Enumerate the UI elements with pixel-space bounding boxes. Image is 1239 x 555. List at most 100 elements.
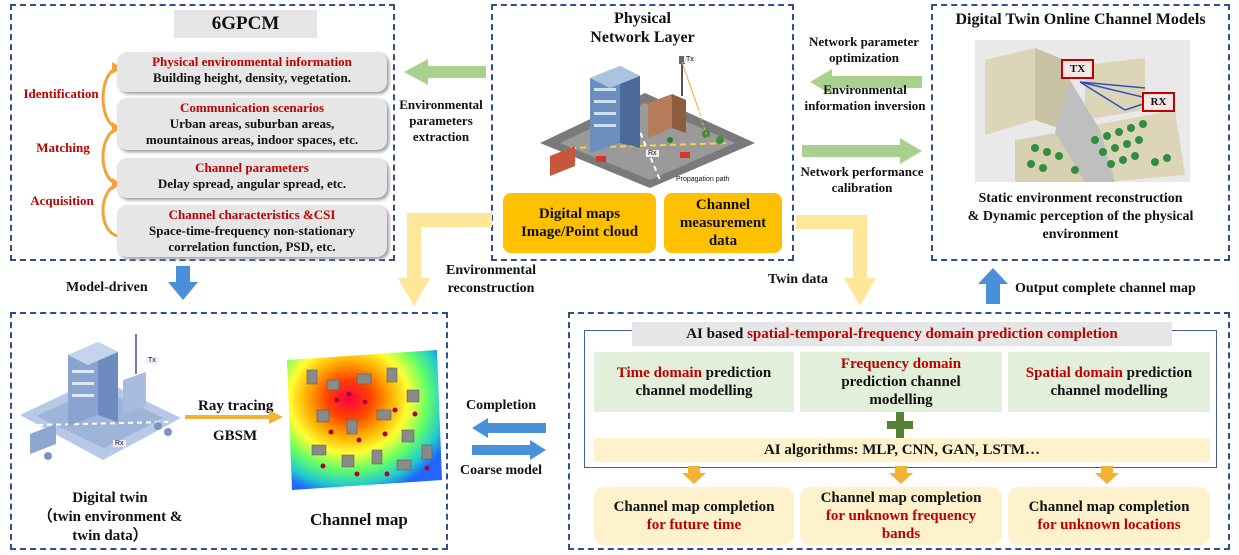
arrow-model-driven [168, 266, 198, 300]
ai-header-prefix: AI based [686, 326, 748, 342]
output-line-red: for future time [646, 517, 742, 533]
env-inversion-line: Environmental [823, 82, 907, 97]
output-line-red: for unknown locations [1037, 517, 1181, 533]
arrow-net-opt [810, 69, 922, 95]
pill-text: Space-time-frequency non-stationary [149, 223, 355, 238]
twin-3d-model [975, 40, 1190, 182]
model-driven-label: Model-driven [66, 280, 148, 295]
pill-physical-environment: Physical environmental information Build… [117, 52, 387, 92]
env-extraction-line: extraction [412, 129, 470, 144]
output-line: Channel map completion [1028, 499, 1190, 515]
frequency-domain-line: modelling [869, 392, 933, 408]
arrow-ray-tracing [185, 410, 283, 424]
pill-channel-parameters: Channel parameters Delay spread, angular… [117, 158, 387, 198]
digital-twin-illustration [20, 334, 181, 460]
completion-label: Completion [466, 398, 536, 413]
twin-data-label: Twin data [768, 272, 829, 287]
ai-panel [568, 312, 1230, 550]
plus-icon [887, 412, 913, 438]
twin-tx-label: TX [1061, 59, 1094, 79]
arrow-twin-data [796, 215, 876, 306]
step-matching: Matching [36, 140, 90, 155]
pill-title: Communication scenarios [179, 100, 325, 115]
pill-text: Delay spread, angular spread, etc. [157, 176, 347, 191]
ai-algorithms-bar: AI algorithms: MLP, CNN, GAN, LSTM… [594, 438, 1210, 462]
output-future-time: Channel map completion for future time [594, 487, 794, 545]
physical-tx-label: Tx [684, 56, 696, 63]
ai-header-red: spatial-temporal-frequency domain predic… [747, 326, 1118, 342]
frequency-domain-line: prediction channel [841, 374, 961, 390]
twin-rx-label: RX [1142, 92, 1175, 112]
digital-maps-line: Digital maps [538, 206, 621, 222]
env-inversion-label: Environmental information inversion [796, 82, 934, 114]
step-identification: Identification [23, 86, 99, 101]
channel-map-heatmap [287, 350, 442, 490]
env-extraction-line: Environmental [399, 97, 483, 112]
pill-text: correlation function, PSD, etc. [168, 239, 336, 254]
physical-city-illustration [540, 56, 755, 188]
channel-measurement-line: data [708, 233, 738, 249]
gpcm-title: 6GPCM [174, 10, 317, 38]
dt-caption-line: （twin environment & [37, 509, 183, 525]
env-reconstruction-line: Environmental [446, 263, 536, 278]
env-reconstruction-label: Environmental reconstruction [436, 262, 546, 298]
output-line: Channel map completion [613, 499, 775, 515]
twin-models-panel [931, 4, 1230, 261]
down-arrow-3 [1095, 466, 1119, 484]
net-opt-line: Network parameter [808, 34, 920, 49]
net-opt-line: optimization [828, 50, 900, 65]
net-perf-line: calibration [831, 180, 893, 195]
digital-maps-line: Image/Point cloud [520, 224, 639, 240]
env-extraction-line: parameters [409, 113, 473, 128]
twin-caption-line: environment [1042, 227, 1119, 242]
net-perf-label: Network performance calibration [794, 164, 930, 196]
arrow-coarse-model [472, 440, 546, 460]
physical-rx-label: Rx [646, 150, 659, 157]
channel-map-label: Channel map [310, 510, 408, 529]
arrow-env-reconstruction [398, 213, 492, 306]
down-arrow-1 [682, 466, 706, 484]
arrow-output-map [978, 268, 1008, 304]
digital-maps-box: Digital maps Image/Point cloud [503, 193, 656, 253]
twin-caption-line: & Dynamic perception of the physical [967, 209, 1194, 224]
channel-measurement-box: Channel measurement data [664, 193, 782, 253]
time-domain-line: channel modelling [635, 383, 753, 399]
time-domain-red: Time domain [616, 365, 702, 381]
pill-text: Urban areas, suburban areas, [169, 116, 335, 131]
spatial-domain-box: Spatial domain prediction channel modell… [1008, 352, 1210, 412]
gpcm-panel [10, 4, 395, 261]
time-domain-box: Time domain prediction channel modelling [594, 352, 794, 412]
physical-panel [491, 4, 794, 261]
spatial-domain-rest: prediction [1122, 365, 1193, 381]
time-domain-rest: prediction [701, 365, 772, 381]
env-extraction-label: Environmental parameters extraction [395, 97, 487, 145]
dt-caption-line: twin data） [72, 528, 148, 544]
output-unknown-locations: Channel map completion for unknown locat… [1008, 487, 1210, 545]
net-perf-line: Network performance [800, 164, 924, 179]
spatial-domain-red: Spatial domain [1025, 365, 1123, 381]
pill-title: Channel parameters [195, 160, 309, 175]
gbsm-label: GBSM [213, 428, 258, 444]
output-line: Channel map completion [820, 490, 982, 506]
net-opt-label: Network parameter optimization [800, 34, 928, 66]
arrow-completion [472, 418, 546, 438]
physical-title: Physical Network Layer [560, 9, 725, 47]
env-reconstruction-line: reconstruction [447, 281, 535, 296]
bottom-left-panel [10, 312, 448, 550]
bl-tx-label: Tx [146, 357, 158, 364]
env-inversion-line: information inversion [804, 98, 926, 113]
output-map-label: Output complete channel map [1015, 281, 1196, 296]
digital-twin-caption: Digital twin （twin environment & twin da… [30, 489, 190, 546]
bl-rx-label: Rx [113, 440, 126, 447]
propagation-path-label: Propagation path [676, 176, 730, 183]
pill-text: Building height, density, vegetation. [153, 70, 351, 85]
physical-title-line: Network Layer [590, 29, 695, 46]
dt-caption-line: Digital twin [72, 490, 148, 506]
pill-title: Physical environmental information [152, 54, 352, 69]
twin-models-title: Digital Twin Online Channel Models [955, 11, 1206, 28]
twin-caption-line: Static environment reconstruction [978, 191, 1183, 206]
pill-title: Channel characteristics &CSI [168, 207, 336, 222]
gpcm-bracket-arcs [101, 62, 122, 238]
frequency-domain-box: Frequency domain prediction channel mode… [800, 352, 1002, 412]
frequency-domain-red: Frequency domain [840, 356, 962, 372]
